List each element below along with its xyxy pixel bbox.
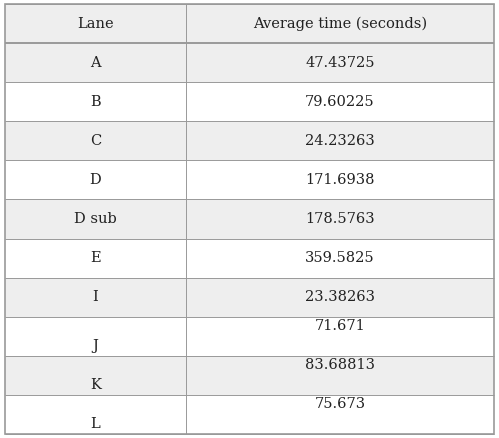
Bar	[5, 82, 494, 121]
Text: 79.60225: 79.60225	[305, 95, 375, 109]
Text: 75.673: 75.673	[314, 397, 366, 411]
Bar	[5, 199, 494, 239]
Text: 83.68813: 83.68813	[305, 358, 375, 372]
Text: I: I	[93, 290, 98, 304]
Text: 71.671: 71.671	[314, 319, 365, 333]
Text: 171.6938: 171.6938	[305, 173, 375, 187]
Bar	[5, 278, 494, 317]
Text: 23.38263: 23.38263	[305, 290, 375, 304]
Bar	[5, 239, 494, 278]
Bar	[5, 356, 494, 395]
Bar	[5, 160, 494, 199]
Text: E: E	[90, 251, 101, 265]
Text: 359.5825: 359.5825	[305, 251, 375, 265]
Text: 178.5763: 178.5763	[305, 212, 375, 226]
Text: J: J	[92, 339, 98, 353]
Bar	[5, 121, 494, 160]
Text: D sub: D sub	[74, 212, 117, 226]
Text: K: K	[90, 378, 101, 392]
Text: D: D	[90, 173, 101, 187]
Text: Lane: Lane	[77, 17, 114, 31]
Text: B: B	[90, 95, 101, 109]
Text: 47.43725: 47.43725	[305, 56, 375, 70]
Text: L: L	[91, 417, 100, 431]
Bar	[5, 43, 494, 82]
Text: A: A	[90, 56, 101, 70]
Bar	[5, 395, 494, 434]
Bar	[5, 317, 494, 356]
Bar	[5, 4, 494, 43]
Text: 24.23263: 24.23263	[305, 134, 375, 148]
Text: C: C	[90, 134, 101, 148]
Text: Average time (seconds): Average time (seconds)	[253, 17, 427, 31]
